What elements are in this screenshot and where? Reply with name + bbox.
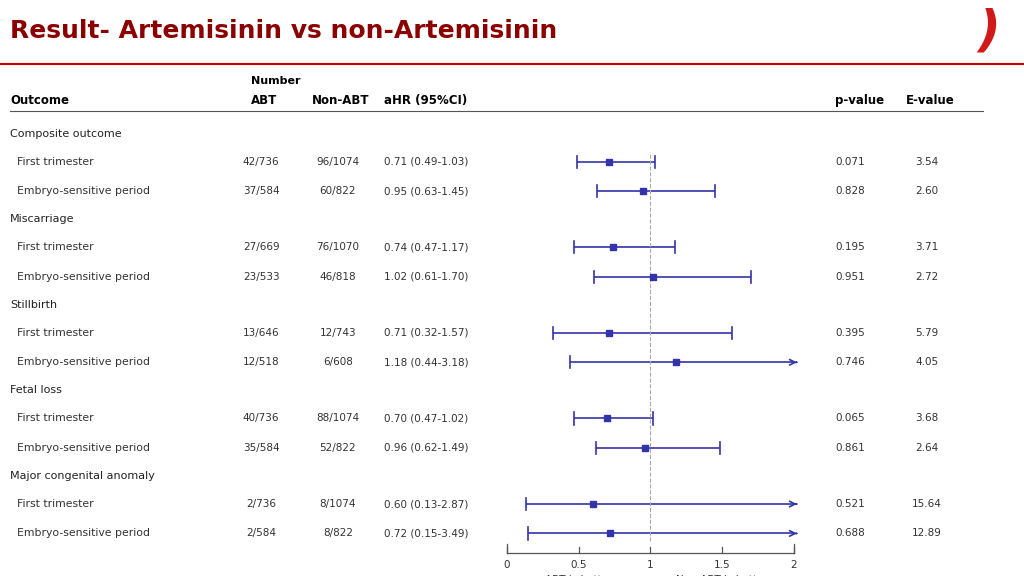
Text: Composite outcome: Composite outcome (10, 128, 122, 139)
Text: 0.71 (0.49-1.03): 0.71 (0.49-1.03) (384, 157, 468, 167)
Text: 2.64: 2.64 (915, 443, 938, 453)
Text: 3.54: 3.54 (915, 157, 938, 167)
Text: 12.89: 12.89 (911, 528, 942, 539)
Text: Embryo-sensitive period: Embryo-sensitive period (10, 357, 151, 367)
Text: 0.861: 0.861 (835, 443, 865, 453)
Text: 13/646: 13/646 (243, 328, 280, 338)
Text: 76/1070: 76/1070 (316, 242, 359, 252)
Text: First trimester: First trimester (10, 414, 94, 423)
Text: 12/518: 12/518 (243, 357, 280, 367)
Text: First trimester: First trimester (10, 157, 94, 167)
Text: 37/584: 37/584 (243, 186, 280, 196)
Text: 1.5: 1.5 (714, 560, 730, 570)
Text: 52/822: 52/822 (319, 443, 356, 453)
Text: Number: Number (251, 76, 300, 86)
Text: 1.02 (0.61-1.70): 1.02 (0.61-1.70) (384, 272, 468, 282)
Text: 8/822: 8/822 (323, 528, 353, 539)
Text: 0.688: 0.688 (835, 528, 865, 539)
Text: 0.95 (0.63-1.45): 0.95 (0.63-1.45) (384, 186, 469, 196)
Text: ): ) (978, 7, 1000, 55)
Text: 3.68: 3.68 (915, 414, 938, 423)
Text: 1: 1 (647, 560, 653, 570)
Text: 2.72: 2.72 (915, 272, 938, 282)
Text: 2/736: 2/736 (246, 499, 276, 509)
Text: 2/584: 2/584 (246, 528, 276, 539)
Text: Embryo-sensitive period: Embryo-sensitive period (10, 272, 151, 282)
Text: aHR (95%CI): aHR (95%CI) (384, 94, 467, 108)
Text: 0.746: 0.746 (835, 357, 865, 367)
Text: First trimester: First trimester (10, 499, 94, 509)
Text: 1.18 (0.44-3.18): 1.18 (0.44-3.18) (384, 357, 469, 367)
Text: First trimester: First trimester (10, 328, 94, 338)
Text: 46/818: 46/818 (319, 272, 356, 282)
Text: 0.828: 0.828 (835, 186, 865, 196)
Text: 42/736: 42/736 (243, 157, 280, 167)
Text: 96/1074: 96/1074 (316, 157, 359, 167)
Text: Embryo-sensitive period: Embryo-sensitive period (10, 443, 151, 453)
Text: 0.70 (0.47-1.02): 0.70 (0.47-1.02) (384, 414, 468, 423)
Text: Non-ABT: Non-ABT (312, 94, 370, 108)
Text: ABT: ABT (251, 94, 278, 108)
Text: 4.05: 4.05 (915, 357, 938, 367)
Text: Fetal loss: Fetal loss (10, 385, 62, 395)
Text: Major congenital anomaly: Major congenital anomaly (10, 471, 155, 481)
Text: 27/669: 27/669 (243, 242, 280, 252)
Text: 0.065: 0.065 (836, 414, 864, 423)
Text: 2.60: 2.60 (915, 186, 938, 196)
Text: 3.71: 3.71 (915, 242, 938, 252)
Text: 35/584: 35/584 (243, 443, 280, 453)
Text: 8/1074: 8/1074 (319, 499, 356, 509)
Text: 0: 0 (504, 560, 510, 570)
Text: 0.521: 0.521 (835, 499, 865, 509)
Text: 0.74 (0.47-1.17): 0.74 (0.47-1.17) (384, 242, 469, 252)
Text: 2: 2 (791, 560, 797, 570)
Text: 0.71 (0.32-1.57): 0.71 (0.32-1.57) (384, 328, 469, 338)
Text: 0.5: 0.5 (570, 560, 587, 570)
Text: 0.72 (0.15-3.49): 0.72 (0.15-3.49) (384, 528, 469, 539)
Text: 12/743: 12/743 (319, 328, 356, 338)
Text: 0.395: 0.395 (835, 328, 865, 338)
Text: Miscarriage: Miscarriage (10, 214, 75, 224)
Text: 0.951: 0.951 (835, 272, 865, 282)
Text: 0.071: 0.071 (836, 157, 864, 167)
Text: Result- Artemisinin vs non-Artemisinin: Result- Artemisinin vs non-Artemisinin (10, 20, 557, 43)
Text: First trimester: First trimester (10, 242, 94, 252)
Text: Embryo-sensitive period: Embryo-sensitive period (10, 528, 151, 539)
Text: 0.96 (0.62-1.49): 0.96 (0.62-1.49) (384, 443, 469, 453)
Text: 88/1074: 88/1074 (316, 414, 359, 423)
Text: Embryo-sensitive period: Embryo-sensitive period (10, 186, 151, 196)
Text: 6/608: 6/608 (323, 357, 353, 367)
Text: E-value: E-value (906, 94, 955, 108)
Text: Stillbirth: Stillbirth (10, 300, 57, 310)
Text: 60/822: 60/822 (319, 186, 356, 196)
Text: 0.195: 0.195 (835, 242, 865, 252)
Text: p-value: p-value (835, 94, 884, 108)
Text: Outcome: Outcome (10, 94, 70, 108)
Text: 5.79: 5.79 (915, 328, 938, 338)
Text: 40/736: 40/736 (243, 414, 280, 423)
Text: 15.64: 15.64 (911, 499, 942, 509)
Text: 23/533: 23/533 (243, 272, 280, 282)
Text: 0.60 (0.13-2.87): 0.60 (0.13-2.87) (384, 499, 468, 509)
